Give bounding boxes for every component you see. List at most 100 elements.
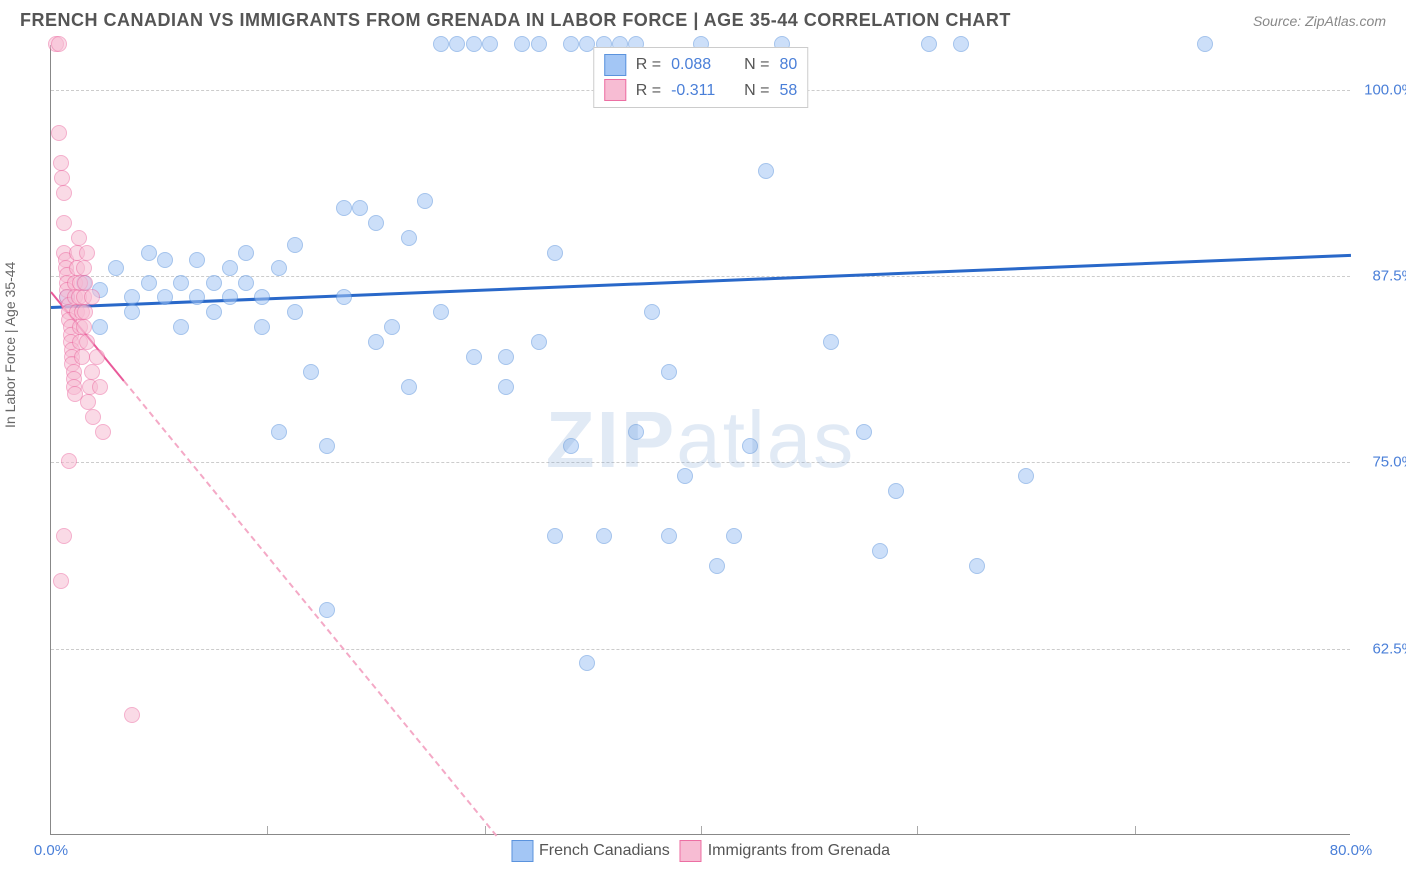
data-point: [141, 245, 157, 261]
data-point: [287, 304, 303, 320]
data-point: [514, 36, 530, 52]
data-point: [124, 289, 140, 305]
data-point: [254, 289, 270, 305]
data-point: [953, 36, 969, 52]
data-point: [124, 304, 140, 320]
data-point: [108, 260, 124, 276]
data-point: [709, 558, 725, 574]
y-axis-label: In Labor Force | Age 35-44: [2, 262, 18, 428]
data-point: [222, 289, 238, 305]
data-point: [51, 36, 67, 52]
gridline-h: [51, 462, 1350, 463]
data-point: [449, 36, 465, 52]
data-point: [206, 275, 222, 291]
data-point: [336, 289, 352, 305]
data-point: [417, 193, 433, 209]
data-point: [531, 36, 547, 52]
x-tick-mark: [917, 826, 918, 834]
data-point: [579, 655, 595, 671]
data-point: [85, 409, 101, 425]
data-point: [77, 275, 93, 291]
data-point: [401, 379, 417, 395]
x-tick-label: 80.0%: [1330, 842, 1373, 859]
data-point: [969, 558, 985, 574]
watermark: ZIPatlas: [546, 394, 855, 486]
data-point: [498, 349, 514, 365]
n-label: N =: [744, 52, 769, 78]
legend-label-french: French Canadians: [539, 842, 670, 860]
data-point: [76, 319, 92, 335]
legend-label-grenada: Immigrants from Grenada: [708, 842, 890, 860]
data-point: [1197, 36, 1213, 52]
data-point: [336, 200, 352, 216]
data-point: [384, 319, 400, 335]
data-point: [53, 573, 69, 589]
data-point: [89, 349, 105, 365]
data-point: [872, 543, 888, 559]
correlation-legend: R = 0.088 N = 80 R = -0.311 N = 58: [593, 47, 808, 108]
n-label: N =: [744, 78, 769, 104]
data-point: [823, 334, 839, 350]
y-tick-label: 87.5%: [1372, 268, 1406, 285]
data-point: [888, 483, 904, 499]
data-point: [742, 438, 758, 454]
data-point: [856, 424, 872, 440]
data-point: [80, 394, 96, 410]
data-point: [547, 245, 563, 261]
data-point: [466, 36, 482, 52]
y-tick-label: 100.0%: [1364, 81, 1406, 98]
data-point: [628, 424, 644, 440]
data-point: [92, 379, 108, 395]
data-point: [482, 36, 498, 52]
data-point: [95, 424, 111, 440]
swatch-pink-icon: [604, 79, 626, 101]
data-point: [141, 275, 157, 291]
swatch-pink-icon: [680, 840, 702, 862]
data-point: [661, 364, 677, 380]
source-label: Source: ZipAtlas.com: [1253, 13, 1386, 29]
x-tick-mark: [267, 826, 268, 834]
data-point: [563, 438, 579, 454]
data-point: [84, 289, 100, 305]
data-point: [77, 304, 93, 320]
data-point: [79, 245, 95, 261]
data-point: [661, 528, 677, 544]
x-tick-label: 0.0%: [34, 842, 68, 859]
data-point: [271, 424, 287, 440]
data-point: [677, 468, 693, 484]
data-point: [222, 260, 238, 276]
y-tick-label: 62.5%: [1372, 640, 1406, 657]
data-point: [368, 215, 384, 231]
data-point: [1018, 468, 1034, 484]
legend-row-blue: R = 0.088 N = 80: [604, 52, 797, 78]
data-point: [531, 334, 547, 350]
data-point: [319, 602, 335, 618]
chart-plot-area: ZIPatlas R = 0.088 N = 80 R = -0.311 N =…: [50, 45, 1350, 835]
data-point: [238, 245, 254, 261]
swatch-blue-icon: [511, 840, 533, 862]
data-point: [352, 200, 368, 216]
watermark-atlas: atlas: [676, 395, 855, 484]
data-point: [56, 528, 72, 544]
data-point: [157, 252, 173, 268]
gridline-h: [51, 649, 1350, 650]
data-point: [84, 364, 100, 380]
legend-item-grenada: Immigrants from Grenada: [680, 840, 890, 862]
data-point: [758, 163, 774, 179]
data-point: [74, 349, 90, 365]
data-point: [401, 230, 417, 246]
data-point: [157, 289, 173, 305]
data-point: [71, 230, 87, 246]
n-value-pink: 58: [779, 78, 797, 104]
data-point: [206, 304, 222, 320]
data-point: [56, 185, 72, 201]
r-label: R =: [636, 52, 661, 78]
data-point: [61, 453, 77, 469]
data-point: [433, 36, 449, 52]
data-point: [303, 364, 319, 380]
n-value-blue: 80: [779, 52, 797, 78]
data-point: [498, 379, 514, 395]
data-point: [319, 438, 335, 454]
y-tick-label: 75.0%: [1372, 454, 1406, 471]
data-point: [189, 289, 205, 305]
